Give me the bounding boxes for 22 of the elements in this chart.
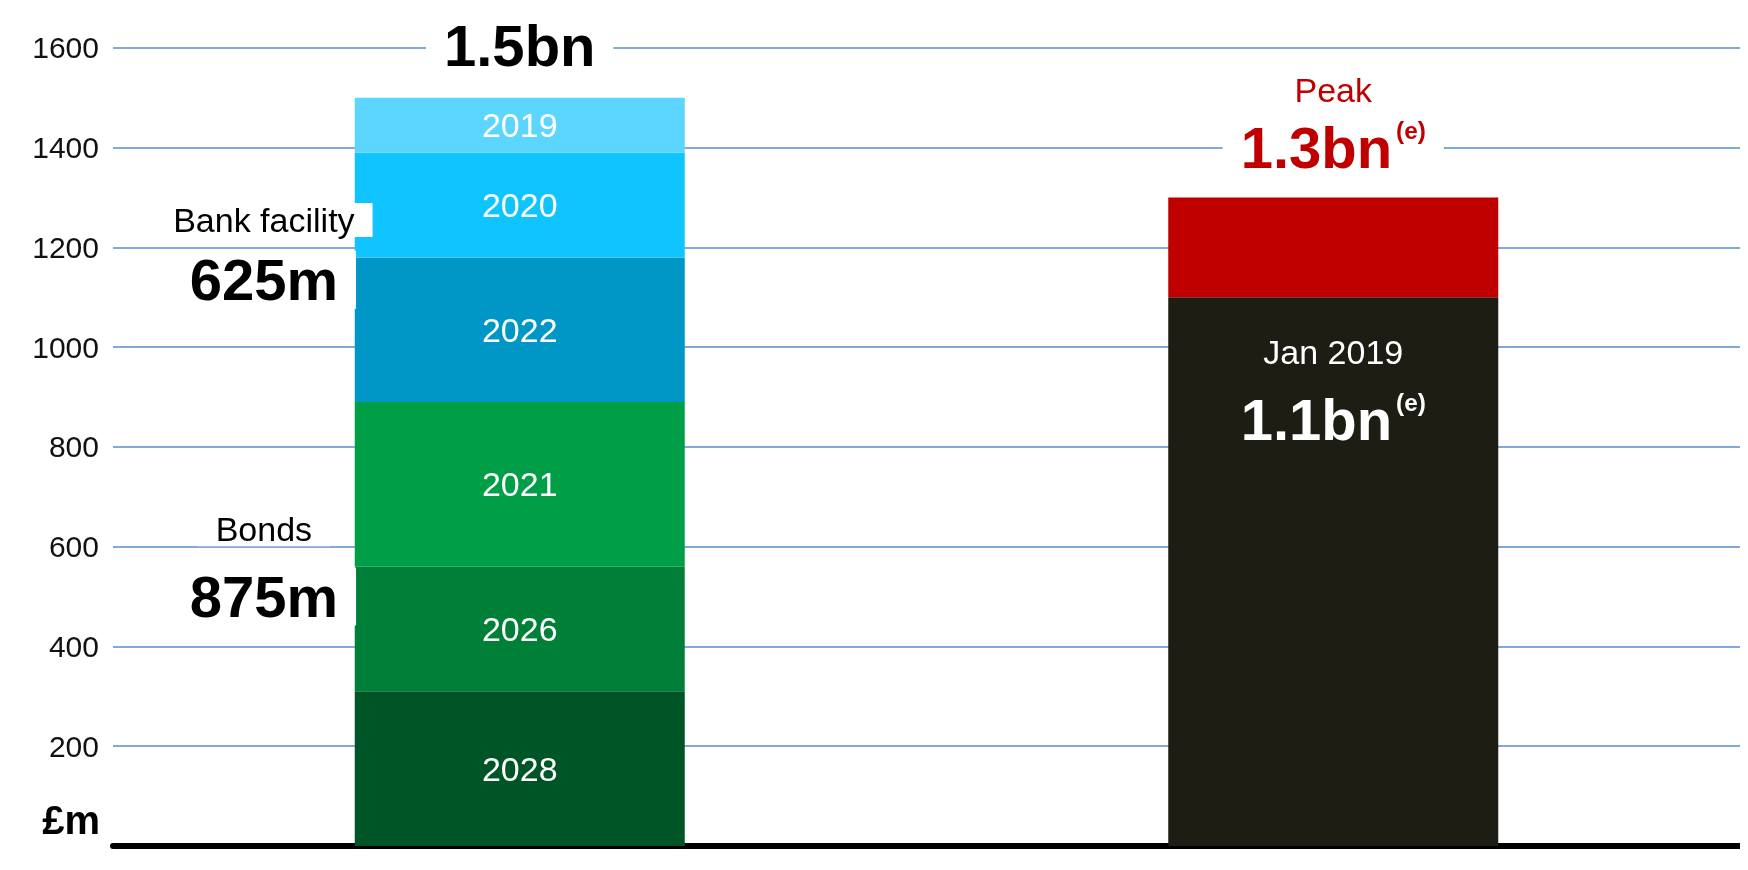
y-axis-title: £m [42, 798, 100, 842]
y-tick-label: 200 [48, 729, 99, 763]
annotation: Peak [1294, 71, 1373, 110]
series-label: 2022 [481, 310, 558, 349]
y-tick-label: 400 [48, 629, 99, 663]
annotation: 625m [189, 247, 339, 313]
annotation: Bonds [215, 510, 313, 549]
annotation: 1.5bn [444, 12, 596, 78]
y-tick-label: 1400 [32, 131, 99, 165]
y-tick-label: 800 [48, 430, 99, 464]
series-label: 2021 [481, 465, 558, 504]
annotation: Jan 2019 [1263, 333, 1404, 372]
y-tick-label: 600 [48, 530, 99, 564]
y-tick-label: 1000 [32, 330, 99, 364]
series-label: 2026 [481, 610, 558, 649]
series-label: 2020 [481, 186, 558, 225]
y-tick-label: 1600 [32, 31, 99, 65]
annotation: Bank facility [173, 200, 355, 239]
y-tick-label: 1200 [32, 230, 99, 264]
annotation: 875m [189, 564, 339, 630]
series-label: 2019 [481, 106, 558, 145]
series-label: 2028 [481, 749, 558, 788]
